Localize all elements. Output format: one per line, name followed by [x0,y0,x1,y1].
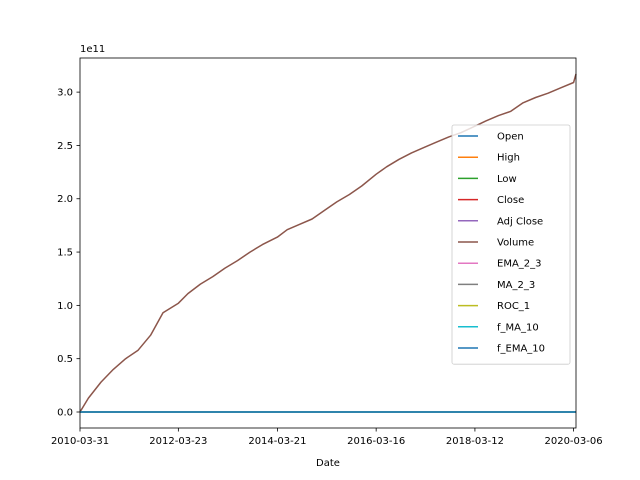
legend-entry-label: f_MA_10 [497,322,539,333]
y-tick-label: 2.5 [57,141,73,152]
y-offset-label: 1e11 [80,44,105,55]
plot-frame [79,57,577,429]
legend-box [451,124,571,365]
x-tick-label: 2020-03-06 [544,436,602,447]
y-tick-label: 0.5 [57,354,73,365]
legend-entry-label: Open [497,132,524,143]
y-tick-label: 3.0 [57,88,73,99]
axes-layer: 2010-03-31 2012-03-23 2014-03-21 2016-03-16… [51,57,603,447]
x-tick-label: 2014-03-21 [248,436,306,447]
legend-entry-label: Close [497,195,524,206]
x-tick-label: 2018-03-12 [446,436,504,447]
y-tick-label: 0.0 [57,408,73,419]
series-layer [79,73,577,413]
legend-entry-label: EMA_2_3 [497,259,542,270]
legend-entry-label: MA_2_3 [497,280,535,291]
y-tick-label: 1.5 [57,248,73,259]
x-tick-label: 2012-03-23 [149,436,207,447]
legend-entry-label: Adj Close [497,216,543,227]
legend-entry-label: Low [497,174,517,185]
y-tick-label: 1.0 [57,301,73,312]
legend: Open High Low Close Adj Close Volume EMA_2_3 MA… [451,124,571,365]
x-tick-label: 2010-03-31 [51,436,109,447]
legend-entry-label: f_EMA_10 [497,344,545,355]
legend-entry-label: Volume [497,238,534,249]
series-line-volume [79,73,577,413]
x-tick-label: 2016-03-16 [347,436,405,447]
legend-entry-label: High [497,153,520,164]
legend-entry-label: ROC_1 [497,301,530,312]
x-axis-label: Date [316,458,340,469]
y-tick-label: 2.0 [57,194,73,205]
